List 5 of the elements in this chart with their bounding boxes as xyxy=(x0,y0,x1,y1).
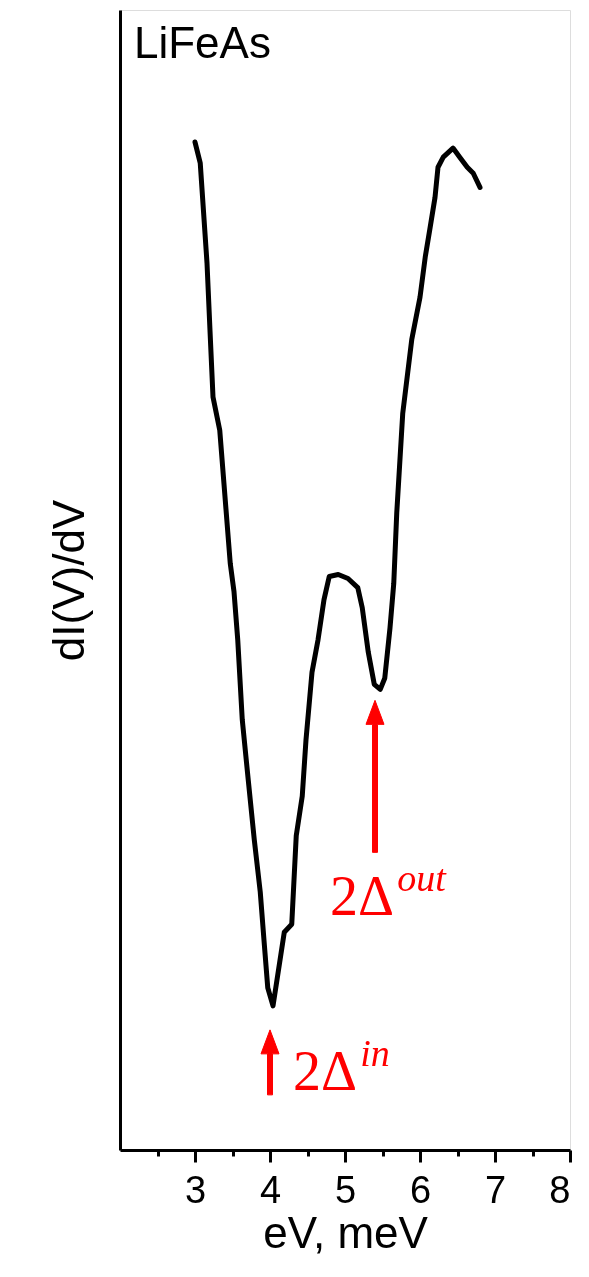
x-tick-label: 3 xyxy=(184,1168,207,1211)
x-tick-label: 8 xyxy=(549,1168,571,1211)
y-axis-title: dI(V)/dV xyxy=(43,499,93,662)
chart-title: LiFeAs xyxy=(134,18,271,67)
x-tick-label: 7 xyxy=(484,1168,507,1211)
